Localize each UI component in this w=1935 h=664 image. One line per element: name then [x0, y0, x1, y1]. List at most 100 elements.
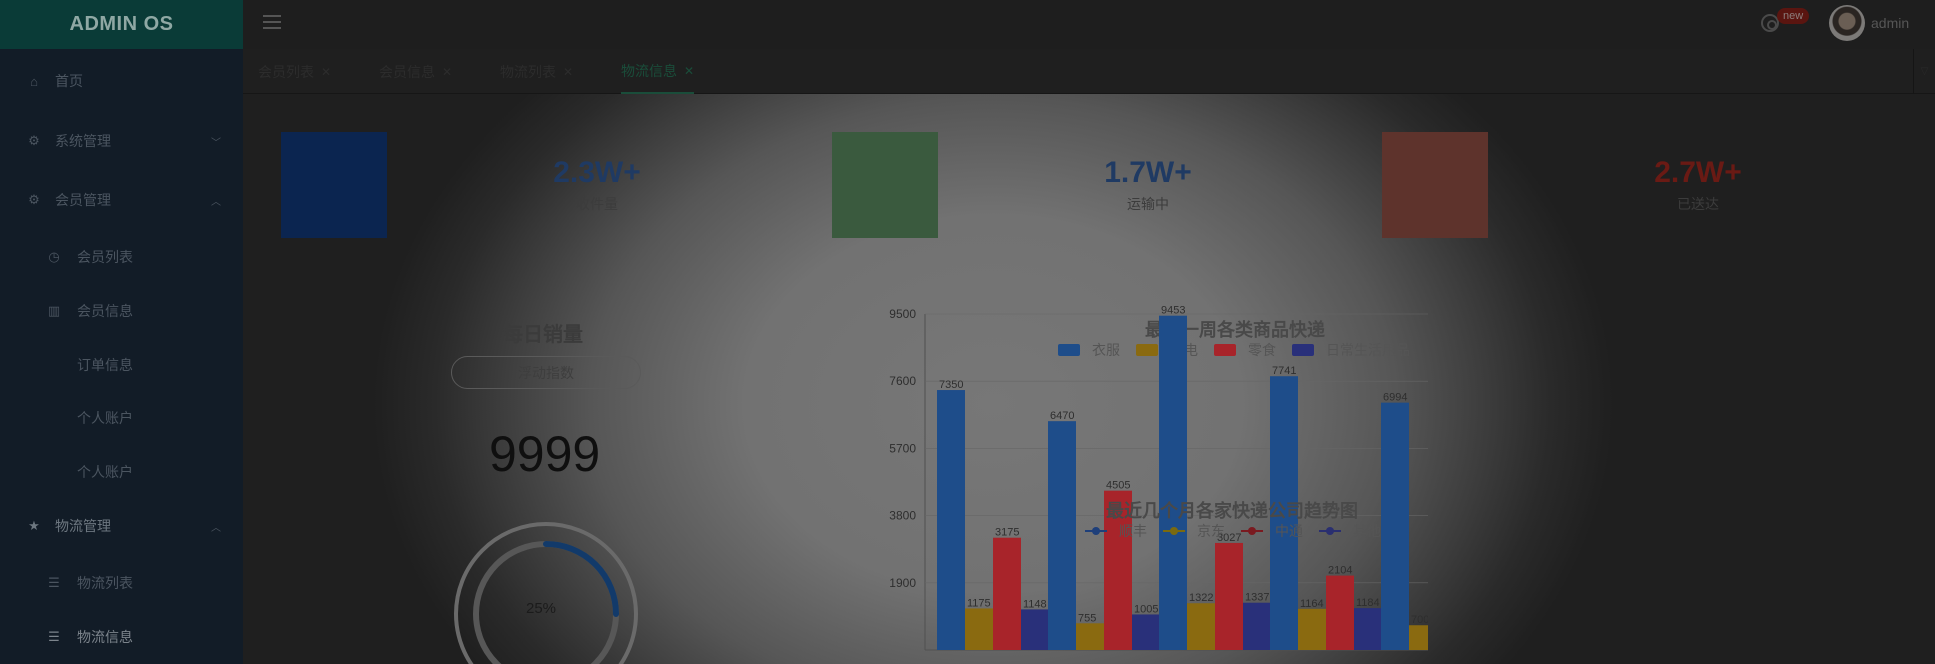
y-tick-label: 5700 — [889, 441, 916, 455]
bar-data-label: 9453 — [1161, 305, 1185, 317]
sidebar-item[interactable]: 个人账户 — [0, 452, 243, 492]
bar-data-label: 3175 — [995, 527, 1019, 539]
menu-toggle-icon[interactable] — [263, 15, 281, 29]
bar-data-label: 1322 — [1189, 592, 1213, 604]
legend-line-sf — [1085, 527, 1107, 535]
sidebar-item[interactable]: 个人账户 — [0, 398, 243, 438]
bar — [1187, 603, 1215, 650]
tab-member-list[interactable]: 会员列表 ✕ — [258, 49, 331, 94]
stat-box-delivered — [1382, 132, 1488, 238]
legend-swatch-clothes — [1058, 344, 1080, 356]
bar-data-label: 6994 — [1383, 392, 1407, 404]
sidebar-item[interactable]: ▥ 会员信息 — [0, 291, 243, 331]
stat-label-delivered: 已送达 — [1677, 196, 1719, 212]
sidebar-item[interactable]: ⌂ 首页 — [0, 61, 243, 101]
y-tick-label: 3800 — [889, 509, 916, 523]
bar — [937, 390, 965, 650]
legend-item[interactable]: 衣服 — [1058, 340, 1120, 360]
bar — [1270, 376, 1298, 650]
tab-logistics-list[interactable]: 物流列表 ✕ — [500, 49, 573, 94]
legend-item[interactable]: 零食 — [1214, 340, 1276, 360]
sidebar-item-label: 会员管理 — [55, 192, 111, 208]
tab-member-info[interactable]: 会员信息 ✕ — [379, 49, 452, 94]
sidebar-item-label: 系统管理 — [55, 133, 111, 149]
clock-icon: ◷ — [48, 249, 60, 264]
legend-item[interactable]: 中通 — [1241, 521, 1303, 541]
close-icon[interactable]: ✕ — [442, 64, 453, 79]
legend-item[interactable]: 顺丰 — [1085, 521, 1147, 541]
sidebar-item-label: 物流管理 — [55, 518, 111, 534]
bar — [1354, 608, 1382, 650]
bar — [1159, 315, 1187, 650]
bar — [1215, 542, 1243, 650]
bar-data-label: 1164 — [1300, 598, 1324, 610]
stat-label-received: 收件量 — [576, 196, 618, 212]
bar — [1409, 625, 1428, 650]
sidebar-item-label: 物流信息 — [77, 629, 133, 645]
tab-label: 会员信息 — [379, 63, 435, 80]
legend-item[interactable]: 京东 — [1163, 521, 1225, 541]
bar-data-label: 1184 — [1356, 597, 1380, 609]
username-label[interactable]: admin — [1871, 15, 1910, 31]
chevron-down-icon: ﹀ — [211, 137, 221, 149]
stat-box-in-transit — [832, 132, 938, 238]
bar-data-label: 1148 — [1023, 598, 1047, 610]
legend-item[interactable]: 其他 — [1319, 521, 1381, 541]
trend-chart-legend: 顺丰 京东 中通 其他 — [1085, 521, 1397, 541]
bar — [1048, 421, 1076, 650]
tab-logistics-info[interactable]: 物流信息 ✕ — [621, 49, 695, 94]
sidebar-item[interactable]: ⚙ 会员管理 ︿ — [0, 180, 243, 220]
bar — [1076, 623, 1104, 650]
bar-data-label: 2104 — [1328, 565, 1352, 577]
modal-overlay — [243, 94, 1935, 664]
sidebar-item-label: 个人账户 — [77, 410, 133, 426]
weekly-chart-legend: 衣服 家电 零食 日常生活用品 — [1058, 340, 1426, 360]
bar — [1243, 602, 1271, 650]
sidebar-item[interactable]: ★ 物流管理 ︿ — [0, 506, 243, 546]
bar — [965, 608, 993, 650]
sidebar-item[interactable]: ◷ 会员列表 — [0, 237, 243, 277]
sidebar-item-label: 订单信息 — [77, 357, 133, 373]
stat-value-delivered: 2.7W+ — [1654, 156, 1742, 189]
tab-label: 物流信息 — [621, 62, 677, 79]
legend-item[interactable]: 日常生活用品 — [1292, 340, 1410, 360]
legend-line-other — [1319, 527, 1341, 535]
legend-label: 中通 — [1275, 523, 1303, 539]
legend-swatch-appliances — [1136, 344, 1158, 356]
settings-gear-icon[interactable] — [1761, 14, 1779, 32]
legend-swatch-daily — [1292, 344, 1314, 356]
stat-value-in-transit: 1.7W+ — [1104, 156, 1192, 189]
weekly-chart-title: 最近一周各类商品快递 — [1145, 320, 1325, 340]
tab-bar: 会员列表 ✕ 会员信息 ✕ 物流列表 ✕ 物流信息 ✕ ▽ — [243, 49, 1935, 94]
sidebar-item[interactable]: ☰ 物流列表 — [0, 563, 243, 603]
bar — [993, 537, 1021, 650]
sidebar-item-label: 会员列表 — [77, 249, 133, 265]
stat-box-received — [281, 132, 387, 238]
weekly-bar-chart: 1900 3800 5700 7600 9500 7350 1175 3175 1148 6470… — [889, 305, 1428, 651]
sidebar-item[interactable]: 订单信息 — [0, 345, 243, 385]
daily-sales-value: 9999 — [489, 426, 601, 482]
legend-label: 顺丰 — [1119, 523, 1147, 539]
close-icon[interactable]: ✕ — [684, 63, 695, 78]
close-icon[interactable]: ✕ — [321, 64, 332, 79]
legend-label: 零食 — [1248, 342, 1276, 358]
sidebar: ADMIN OS ⌂ 首页 ⚙ 系统管理 ﹀ ⚙ 会员管理 ︿ ◷ 会员列表 ▥ 会员信息 订单信息 个人… — [0, 0, 243, 664]
close-icon[interactable]: ✕ — [563, 64, 574, 79]
sidebar-item[interactable]: ☰ 物流信息 — [0, 617, 243, 657]
bar-data-label: 7350 — [939, 379, 963, 391]
user-avatar[interactable] — [1829, 5, 1865, 41]
bar-data-label: 6470 — [1050, 410, 1074, 422]
bar-data-label: 3027 — [1217, 532, 1241, 544]
bar — [1132, 614, 1160, 650]
bar — [1021, 609, 1049, 650]
float-index-button[interactable]: 浮动指数 — [451, 356, 641, 389]
y-tick-label: 9500 — [889, 307, 916, 321]
chevron-up-icon: ︿ — [211, 196, 221, 208]
tab-scroll-icon[interactable]: ▽ — [1913, 49, 1935, 94]
bar-data-label: 700 — [1411, 614, 1428, 626]
trend-chart-title: 最近几个月各家快递公司趋势图 — [1106, 501, 1358, 521]
tab-label: 会员列表 — [258, 63, 314, 80]
sidebar-item[interactable]: ⚙ 系统管理 ﹀ — [0, 121, 243, 161]
sidebar-item-label: 物流列表 — [77, 575, 133, 591]
bar — [1326, 575, 1354, 650]
